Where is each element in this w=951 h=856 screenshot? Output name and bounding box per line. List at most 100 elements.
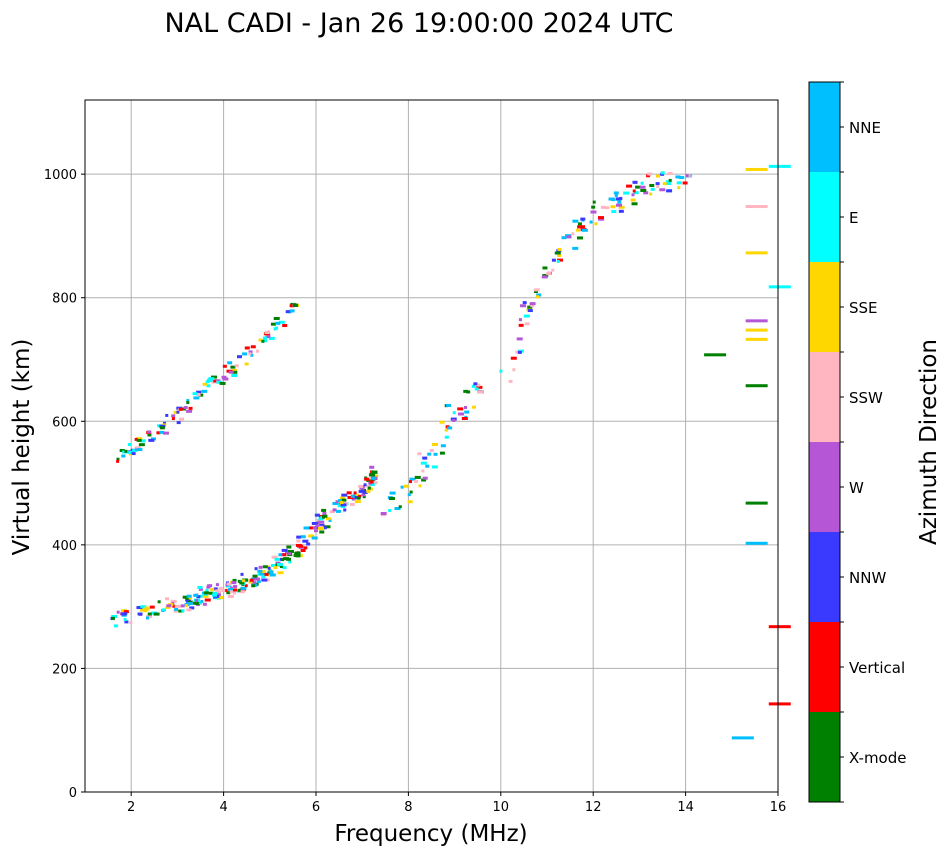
- echo-point: [200, 599, 204, 603]
- echo-point: [353, 491, 357, 495]
- echo-point: [270, 564, 276, 568]
- echo-point: [425, 464, 430, 468]
- echo-point: [231, 373, 238, 377]
- echo-point: [259, 570, 266, 574]
- echo-point: [335, 500, 339, 504]
- echo-point: [389, 496, 396, 500]
- echo-point: [242, 352, 248, 356]
- echo-point: [123, 610, 129, 614]
- echo-point: [655, 174, 660, 178]
- echo-point: [170, 599, 177, 603]
- echo-point: [471, 405, 476, 409]
- y-tick-label: 200: [52, 662, 77, 677]
- echo-point: [202, 602, 207, 606]
- x-tick-label: 12: [585, 800, 602, 815]
- echo-point: [210, 588, 215, 592]
- echo-point: [551, 268, 555, 272]
- echo-point: [461, 416, 468, 420]
- y-tick-label: 400: [52, 539, 77, 554]
- echo-point: [520, 304, 527, 308]
- echo-point: [614, 194, 618, 198]
- echo-point: [121, 454, 126, 458]
- echo-point: [267, 573, 272, 577]
- echo-point: [288, 549, 295, 553]
- echo-point: [313, 529, 318, 533]
- y-axis-label: Virtual height (km): [9, 339, 35, 556]
- y-tick-label: 800: [52, 292, 77, 307]
- echo-point: [745, 501, 768, 505]
- echo-point: [159, 426, 165, 430]
- echo-point: [174, 607, 179, 611]
- echo-point: [254, 577, 261, 581]
- echo-point: [368, 483, 375, 487]
- echo-point: [215, 379, 221, 383]
- echo-point: [768, 285, 791, 289]
- colorbar-tick-label: SSE: [849, 299, 878, 317]
- echo-point: [524, 322, 530, 326]
- echo-point: [140, 605, 147, 609]
- echo-point: [380, 512, 387, 516]
- echo-point: [252, 574, 258, 578]
- echo-point: [147, 612, 152, 616]
- echo-point: [212, 591, 218, 595]
- echo-point: [128, 450, 133, 454]
- echo-point: [371, 476, 376, 480]
- echo-point: [639, 185, 646, 189]
- echo-point: [221, 375, 227, 379]
- echo-point: [745, 319, 768, 323]
- echo-point: [242, 579, 246, 583]
- echo-point: [270, 322, 276, 326]
- echo-point: [135, 446, 141, 450]
- echo-point: [165, 413, 169, 417]
- echo-point: [192, 392, 198, 396]
- echo-point: [329, 510, 335, 514]
- echo-point: [165, 605, 171, 609]
- echo-point: [138, 443, 145, 447]
- echo-point: [311, 521, 318, 525]
- echo-point: [262, 339, 267, 343]
- echo-point: [134, 437, 138, 441]
- echo-point: [439, 420, 445, 424]
- echo-point: [433, 452, 438, 456]
- echo-point: [266, 330, 270, 334]
- echo-point: [325, 517, 331, 521]
- echo-point: [322, 511, 327, 515]
- echo-point: [215, 592, 221, 596]
- echo-point: [147, 430, 152, 434]
- echo-point: [339, 501, 344, 505]
- echo-point: [557, 254, 562, 258]
- echo-point: [178, 609, 184, 613]
- colorbar-segment: [809, 82, 840, 172]
- echo-point: [127, 443, 131, 447]
- echo-point: [282, 553, 287, 557]
- echo-point: [292, 303, 298, 307]
- echo-point: [440, 444, 446, 448]
- echo-point: [409, 490, 413, 494]
- echo-point: [165, 597, 170, 601]
- echo-point: [286, 545, 292, 549]
- echo-point: [389, 491, 396, 495]
- echo-point: [665, 180, 671, 184]
- colorbar-tick-label: W: [849, 479, 864, 497]
- echo-point: [367, 486, 371, 490]
- echo-point: [745, 328, 768, 332]
- echo-point: [213, 379, 217, 383]
- echo-point: [176, 421, 181, 425]
- echo-point: [306, 542, 311, 546]
- colorbar-frame: [808, 81, 841, 803]
- echo-point: [189, 606, 195, 610]
- echo-point: [597, 216, 604, 220]
- echo-point: [173, 609, 178, 613]
- echo-point: [202, 382, 208, 386]
- echo-point: [369, 480, 374, 484]
- echo-point: [358, 484, 364, 488]
- echo-point: [186, 602, 193, 606]
- echo-point: [452, 419, 456, 423]
- echo-point: [647, 172, 653, 176]
- echo-point: [557, 247, 562, 251]
- echo-point: [364, 477, 370, 481]
- echo-point: [551, 258, 556, 262]
- echo-point: [205, 380, 210, 384]
- echo-point: [529, 302, 536, 306]
- echo-point: [232, 368, 238, 372]
